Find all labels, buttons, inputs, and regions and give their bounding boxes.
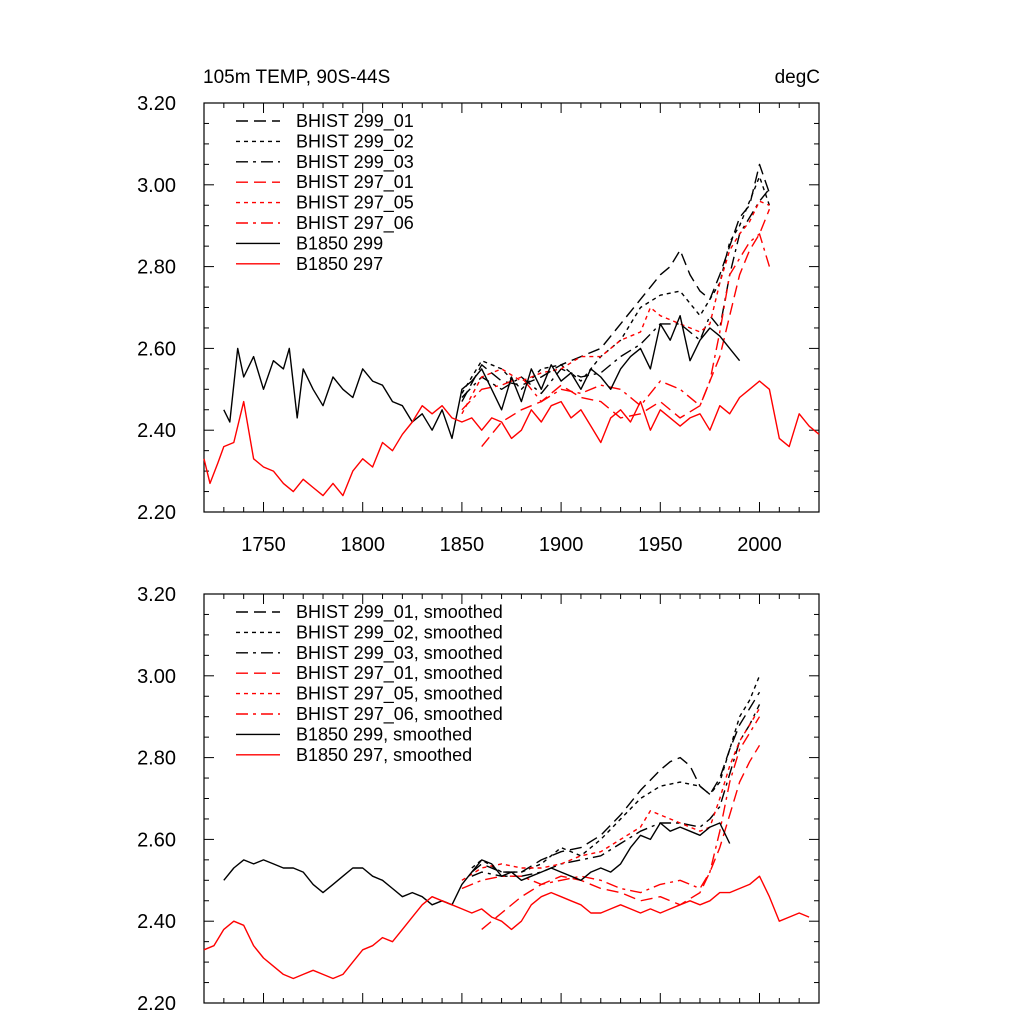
top-legend-label: BHIST 297_06	[296, 213, 414, 234]
bottom-legend-label: BHIST 299_02, smoothed	[296, 622, 503, 643]
bottom-series-line-2	[471, 704, 761, 877]
top-series-line-0	[461, 163, 771, 402]
top-x-tick-label: 1950	[638, 534, 683, 556]
bottom-y-tick-label: 2.80	[137, 748, 176, 770]
top-y-tick-label: 3.20	[137, 93, 176, 115]
top-x-tick-label: 1750	[241, 534, 286, 556]
bottom-legend-label: BHIST 297_01, smoothed	[296, 663, 503, 684]
top-legend-label: BHIST 297_01	[296, 172, 414, 193]
top-y-tick-label: 2.80	[137, 257, 176, 279]
bottom-legend-label: BHIST 297_06, smoothed	[296, 704, 503, 725]
bottom-series-line-5	[461, 716, 761, 894]
top-x-tick-label: 1800	[340, 534, 385, 556]
top-legend-label: BHIST 299_03	[296, 152, 414, 173]
top-legend-label: BHIST 299_02	[296, 131, 414, 152]
top-x-tick-label: 1850	[440, 534, 485, 556]
bottom-y-tick-label: 3.00	[137, 666, 176, 688]
bottom-legend-label: BHIST 299_01, smoothed	[296, 602, 503, 623]
bottom-legend-label: B1850 297, smoothed	[296, 745, 472, 765]
bottom-legend-label: BHIST 297_05, smoothed	[296, 684, 503, 705]
top-legend-label: BHIST 297_05	[296, 193, 414, 214]
top-y-tick-label: 2.40	[137, 420, 176, 442]
bottom-series-line-0	[471, 691, 761, 873]
bottom-legend-label: B1850 299, smoothed	[296, 724, 472, 744]
top-series-line-6	[223, 315, 741, 440]
top-x-tick-label: 2000	[737, 534, 782, 556]
bottom-y-tick-label: 2.20	[137, 993, 176, 1015]
bottom-y-tick-label: 2.40	[137, 911, 176, 933]
bottom-y-tick-label: 3.20	[137, 584, 176, 606]
top-chart-units: degC	[775, 67, 820, 88]
top-series-line-7	[203, 380, 820, 497]
top-legend-label: B1850 299	[296, 233, 383, 253]
top-x-tick-label: 1900	[539, 534, 584, 556]
bottom-series-line-4	[461, 708, 761, 881]
bottom-legend-label: BHIST 299_03, smoothed	[296, 643, 503, 664]
top-legend-label: B1850 297	[296, 254, 383, 274]
bottom-series-line-3	[481, 744, 761, 930]
top-legend-label: BHIST 299_01	[296, 111, 414, 132]
bottom-y-tick-label: 2.60	[137, 829, 176, 851]
top-y-tick-label: 3.00	[137, 175, 176, 197]
bottom-series-line-6	[223, 822, 731, 906]
top-series-line-4	[461, 200, 770, 415]
top-y-tick-label: 2.20	[137, 502, 176, 524]
top-chart-title: 105m TEMP, 90S-44S	[203, 67, 390, 88]
top-series-line-5	[461, 233, 771, 411]
top-series-line-2	[461, 188, 770, 398]
bottom-series-line-7	[203, 875, 810, 980]
top-y-tick-label: 2.60	[137, 338, 176, 360]
